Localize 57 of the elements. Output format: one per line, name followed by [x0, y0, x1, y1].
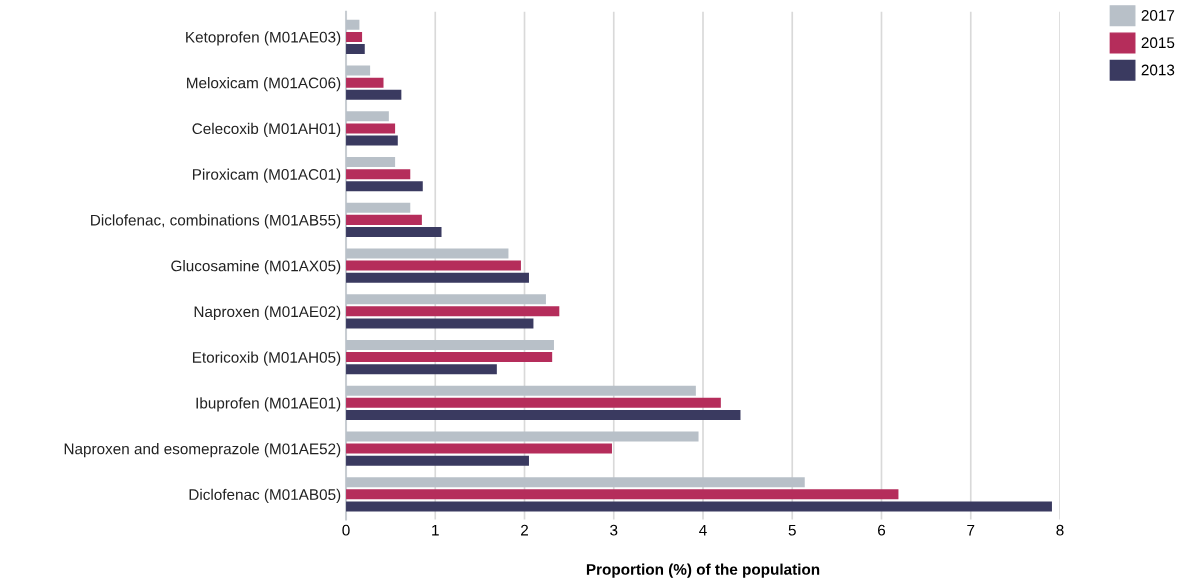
- x-tick-label: 8: [1056, 524, 1064, 536]
- y-tick-label: Ketoprofen (M01AE03): [186, 31, 341, 46]
- bar: [346, 397, 721, 408]
- bar: [346, 202, 411, 213]
- bar: [346, 477, 805, 488]
- y-tick-label: Glucosamine (M01AX05): [171, 260, 341, 275]
- bar: [346, 65, 371, 76]
- y-tick-label: Meloxicam (M01AC06): [187, 77, 341, 92]
- y-tick-label: Naproxen (M01AE02): [194, 305, 341, 321]
- bar: [346, 89, 402, 100]
- bar: [346, 31, 363, 42]
- legend-label: 2015: [1141, 37, 1175, 49]
- bar: [346, 306, 560, 317]
- bar: [346, 260, 521, 271]
- y-tick-label: Celecoxib (M01AH01): [192, 122, 341, 138]
- x-tick-label: 1: [432, 524, 439, 536]
- bar: [346, 385, 696, 396]
- bar: [346, 489, 899, 500]
- x-tick-label: 3: [610, 524, 618, 536]
- y-tick-label: Naproxen and esomeprazole (M01AE52): [64, 443, 341, 458]
- bar: [346, 77, 384, 88]
- bar: [346, 135, 398, 146]
- bar: [346, 318, 534, 329]
- bar: [346, 214, 422, 225]
- bar: [346, 455, 529, 466]
- bar: [346, 181, 423, 192]
- x-tick-label: 2: [521, 524, 528, 536]
- bar: [346, 272, 529, 283]
- bar: [346, 156, 396, 167]
- bar: [346, 364, 497, 375]
- x-tick-label: 7: [967, 524, 975, 536]
- y-tick-label: Etoricoxib (M01AH05): [192, 351, 341, 366]
- legend-label: 2017: [1141, 10, 1175, 21]
- bar: [346, 169, 411, 180]
- bar: [346, 123, 396, 134]
- bar: [346, 227, 442, 238]
- bar: [346, 443, 612, 454]
- bar: [346, 294, 546, 305]
- bar: [346, 431, 699, 442]
- y-tick-label: Ibuprofen (M01AE01): [196, 397, 341, 412]
- bar: [346, 19, 360, 30]
- bar: [346, 248, 509, 259]
- bar: [346, 111, 389, 122]
- bar: [346, 410, 741, 421]
- x-tick-label: 6: [878, 524, 886, 536]
- bar: [346, 339, 554, 350]
- bar: [346, 501, 1052, 512]
- y-tick-label: Diclofenac, combinations (M01AB55): [91, 214, 341, 229]
- x-axis-title: Proportion (%) of the population: [586, 563, 820, 578]
- x-tick-label: 4: [699, 524, 707, 536]
- bar: [346, 44, 365, 55]
- legend-label: 2013: [1141, 64, 1175, 76]
- bar: [346, 352, 553, 363]
- x-tick-label: 5: [788, 524, 796, 536]
- y-tick-label: Diclofenac (M01AB05): [189, 488, 341, 504]
- y-tick-label: Piroxicam (M01AC01): [193, 168, 341, 183]
- x-tick-label: 0: [342, 524, 350, 536]
